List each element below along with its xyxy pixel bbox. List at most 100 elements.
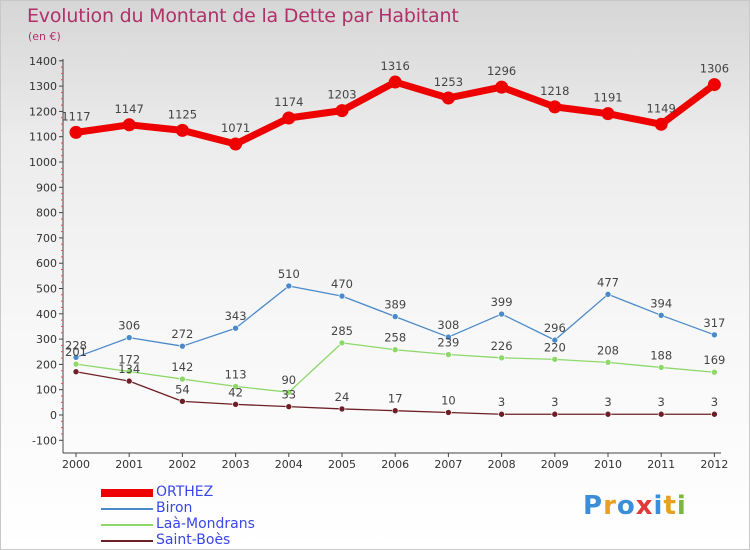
data-label: 113	[225, 367, 247, 381]
y-tick-label: 1400	[29, 55, 57, 68]
data-label: 1296	[487, 64, 516, 78]
data-label: 1174	[274, 95, 303, 109]
data-point	[229, 137, 243, 151]
y-tick-label: 200	[36, 358, 57, 371]
data-point	[391, 407, 399, 414]
data-point	[498, 354, 505, 362]
data-label: 306	[118, 319, 140, 333]
data-point	[604, 410, 612, 418]
data-point	[72, 354, 80, 361]
data-label: 239	[437, 336, 459, 350]
logo-letter: o	[616, 491, 636, 521]
data-point	[122, 118, 136, 132]
y-tick-label: 300	[36, 333, 57, 346]
data-label: 399	[491, 295, 513, 309]
y-tick-label: 1200	[29, 105, 57, 118]
data-point	[232, 324, 239, 332]
data-label: 3	[498, 395, 505, 409]
data-label: 3	[604, 395, 611, 409]
legend-label: Saint-Boès	[156, 532, 231, 548]
data-label: 343	[225, 309, 247, 323]
legend-swatch	[101, 508, 153, 510]
data-point	[125, 334, 133, 341]
data-label: 220	[544, 340, 566, 354]
data-point	[391, 346, 399, 354]
data-label: 90	[281, 373, 296, 387]
data-point	[711, 368, 718, 376]
data-label: 510	[278, 267, 300, 281]
y-tick-label: 1300	[29, 80, 57, 93]
proxiti-logo: Proxiti	[583, 491, 687, 521]
data-label: 272	[171, 327, 193, 341]
data-label: 1253	[434, 75, 463, 89]
data-point	[285, 282, 293, 290]
data-label: 1149	[647, 101, 676, 115]
logo-letter: i	[676, 491, 687, 521]
data-label: 172	[118, 352, 140, 366]
data-point	[601, 107, 615, 121]
data-point	[657, 312, 665, 319]
data-label: 1191	[593, 91, 622, 105]
data-label: 169	[703, 353, 725, 367]
data-label: 308	[437, 318, 459, 332]
logo-letter: P	[583, 491, 604, 521]
legend-swatch	[101, 540, 153, 542]
x-tick-label: 2011	[647, 458, 675, 471]
data-label: 201	[65, 345, 87, 359]
data-point	[711, 410, 718, 418]
data-point	[445, 351, 452, 358]
logo-letter: t	[663, 491, 677, 521]
logo-letter: i	[653, 491, 664, 521]
data-point	[285, 388, 293, 396]
x-tick-label: 2004	[275, 458, 303, 471]
data-label: 54	[175, 382, 190, 396]
data-label: 208	[597, 343, 619, 357]
data-label: 1147	[115, 102, 144, 116]
data-point	[69, 125, 83, 139]
legend-swatch	[101, 524, 153, 526]
data-point	[551, 410, 559, 418]
data-point	[72, 368, 80, 376]
y-tick-label: 400	[36, 308, 57, 321]
data-point	[657, 364, 665, 371]
y-tick-label: -100	[32, 434, 57, 447]
y-tick-label: 500	[36, 283, 57, 296]
data-label: 1117	[61, 109, 90, 123]
data-label: 1125	[168, 107, 197, 121]
data-label: 317	[703, 316, 725, 330]
data-label: 42	[228, 385, 243, 399]
data-point	[604, 359, 612, 366]
y-tick-label: 0	[50, 409, 57, 422]
x-tick-label: 2010	[594, 458, 622, 471]
y-tick-label: 600	[36, 257, 57, 270]
data-point	[391, 313, 399, 320]
data-label: 285	[331, 324, 353, 338]
data-label: 24	[335, 390, 350, 404]
data-label: 228	[65, 338, 87, 352]
legend-swatch	[101, 489, 153, 497]
data-point	[282, 111, 296, 125]
logo-letter: r	[603, 491, 617, 521]
data-point	[232, 383, 239, 390]
unit-label: (en €)	[28, 30, 61, 43]
data-label: 3	[711, 395, 718, 409]
data-point	[175, 123, 189, 137]
x-tick-label: 2012	[700, 458, 728, 471]
y-tick-label: 900	[36, 181, 57, 194]
data-label: 1218	[540, 84, 569, 98]
x-tick-label: 2006	[381, 458, 409, 471]
x-tick-label: 2005	[328, 458, 356, 471]
data-point	[711, 331, 718, 339]
data-point	[551, 336, 559, 344]
data-point	[495, 80, 509, 94]
data-label: 394	[650, 296, 672, 310]
data-label: 3	[551, 395, 558, 409]
data-point	[125, 377, 133, 385]
data-label: 470	[331, 277, 353, 291]
data-label: 226	[491, 339, 513, 353]
legend-label: Biron	[156, 500, 193, 516]
data-point	[657, 410, 665, 418]
data-label: 1203	[327, 88, 356, 102]
